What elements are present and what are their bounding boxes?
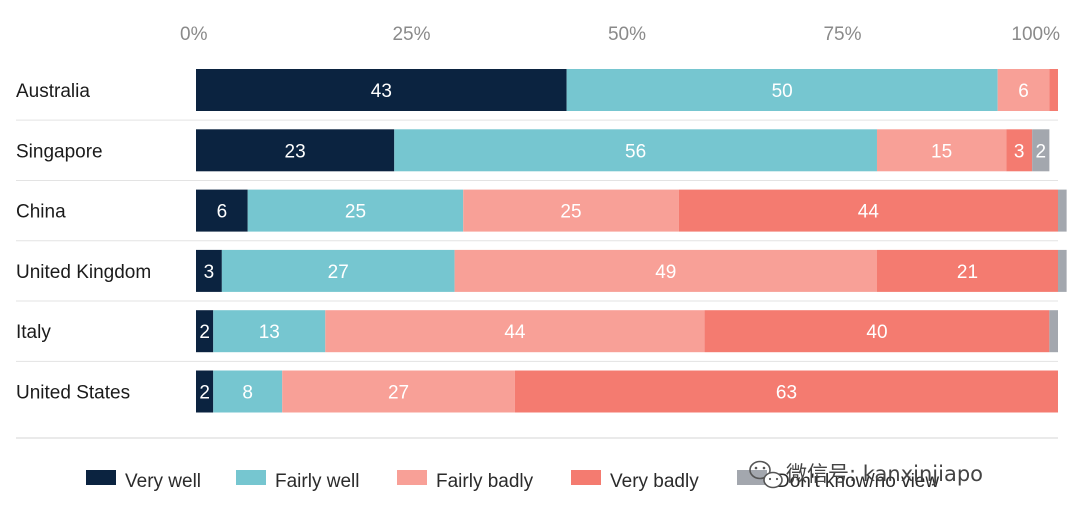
bar-segment xyxy=(514,370,1058,413)
bar-segment xyxy=(566,69,998,111)
bar-segment xyxy=(196,189,248,232)
watermark-text: 微信号: kanxinjiapo xyxy=(786,462,983,486)
bar-segment xyxy=(1032,129,1050,172)
bar-segment xyxy=(196,310,214,353)
category-label: Australia xyxy=(16,81,90,102)
legend-label: Very badly xyxy=(610,471,699,492)
bar-segment xyxy=(221,249,455,292)
legend-label: Fairly badly xyxy=(436,471,534,492)
bar-segment xyxy=(876,129,1007,172)
data-label: 3 xyxy=(204,262,215,283)
bar-segment xyxy=(394,129,877,172)
category-label: United Kingdom xyxy=(16,262,151,283)
bar-segment xyxy=(876,249,1058,292)
category-label: Singapore xyxy=(16,141,103,162)
legend-swatch xyxy=(737,470,767,485)
bar-row: Italy 2 13 44 40 xyxy=(16,310,1058,362)
bar-segment xyxy=(282,370,515,413)
data-label: 2 xyxy=(1035,141,1046,162)
data-label: 6 xyxy=(1018,81,1029,102)
x-tick-label: 50% xyxy=(608,24,646,45)
data-label: 56 xyxy=(625,141,646,162)
bar-row: China 6 25 25 44 xyxy=(16,189,1067,242)
bar-segment xyxy=(1049,69,1058,111)
data-label: 21 xyxy=(957,262,978,283)
bar-row: United Kingdom 3 27 49 21 xyxy=(16,249,1067,302)
legend-item: Don't know/no view xyxy=(737,470,939,492)
bar-row: Australia 43 50 6 xyxy=(16,69,1058,121)
legend-swatch xyxy=(86,470,116,485)
legend-label: Don't know/no view xyxy=(776,471,939,492)
legend-swatch xyxy=(397,470,427,485)
bar-segment xyxy=(213,310,326,353)
legend: Very well Fairly well Fairly badly Very bad… xyxy=(86,470,939,492)
category-label: United States xyxy=(16,383,130,404)
data-label: 6 xyxy=(217,202,228,223)
x-tick-label: 100% xyxy=(1011,24,1060,45)
bar-segment xyxy=(1058,249,1067,292)
bar-segment xyxy=(196,249,222,292)
wechat-icon xyxy=(749,460,783,489)
data-label: 40 xyxy=(866,322,887,343)
bar-segment xyxy=(463,189,679,232)
data-label: 63 xyxy=(776,383,797,404)
bar-segment xyxy=(213,370,283,413)
legend-item: Very well xyxy=(86,470,201,492)
data-label: 25 xyxy=(560,202,581,223)
data-label: 44 xyxy=(858,202,880,223)
bar-segment xyxy=(1049,310,1058,353)
data-label: 44 xyxy=(504,322,526,343)
bar-row: Singapore 23 56 15 3 2 xyxy=(16,129,1058,181)
data-label: 13 xyxy=(259,322,280,343)
legend-label: Very well xyxy=(125,471,201,492)
data-label: 2 xyxy=(199,322,210,343)
data-label: 43 xyxy=(371,81,392,102)
legend-label: Fairly well xyxy=(275,471,359,492)
category-label: China xyxy=(16,202,66,223)
x-axis-ticks: 0% 25% 50% 75% 100% xyxy=(180,24,1060,45)
legend-swatch xyxy=(236,470,266,485)
watermark: 微信号: kanxinjiapo xyxy=(749,460,983,489)
bar-segment xyxy=(247,189,464,232)
bar-segment xyxy=(997,69,1050,111)
legend-swatch xyxy=(571,470,601,485)
bar-row: United States 2 8 27 63 xyxy=(16,370,1058,413)
data-label: 3 xyxy=(1014,141,1025,162)
legend-item: Very badly xyxy=(571,470,699,492)
bar-segment xyxy=(196,69,567,111)
data-label: 23 xyxy=(285,141,306,162)
data-label: 27 xyxy=(388,383,409,404)
bar-segment xyxy=(678,189,1058,232)
data-label: 49 xyxy=(655,262,676,283)
x-tick-label: 0% xyxy=(180,24,208,45)
bar-segment xyxy=(1058,189,1067,232)
data-label: 25 xyxy=(345,202,366,223)
data-label: 2 xyxy=(199,383,210,404)
data-label: 27 xyxy=(328,262,349,283)
data-label: 15 xyxy=(931,141,952,162)
bar-segment xyxy=(1006,129,1033,172)
category-label: Italy xyxy=(16,322,51,343)
x-tick-label: 75% xyxy=(823,24,861,45)
bar-segment xyxy=(454,249,877,292)
bar-segment xyxy=(196,129,395,172)
legend-item: Fairly badly xyxy=(397,470,534,492)
bar-segment xyxy=(325,310,705,353)
data-label: 8 xyxy=(242,383,253,404)
data-label: 50 xyxy=(772,81,793,102)
bar-segment xyxy=(196,370,214,413)
x-tick-label: 25% xyxy=(392,24,430,45)
legend-item: Fairly well xyxy=(236,470,359,492)
bar-segment xyxy=(704,310,1050,353)
